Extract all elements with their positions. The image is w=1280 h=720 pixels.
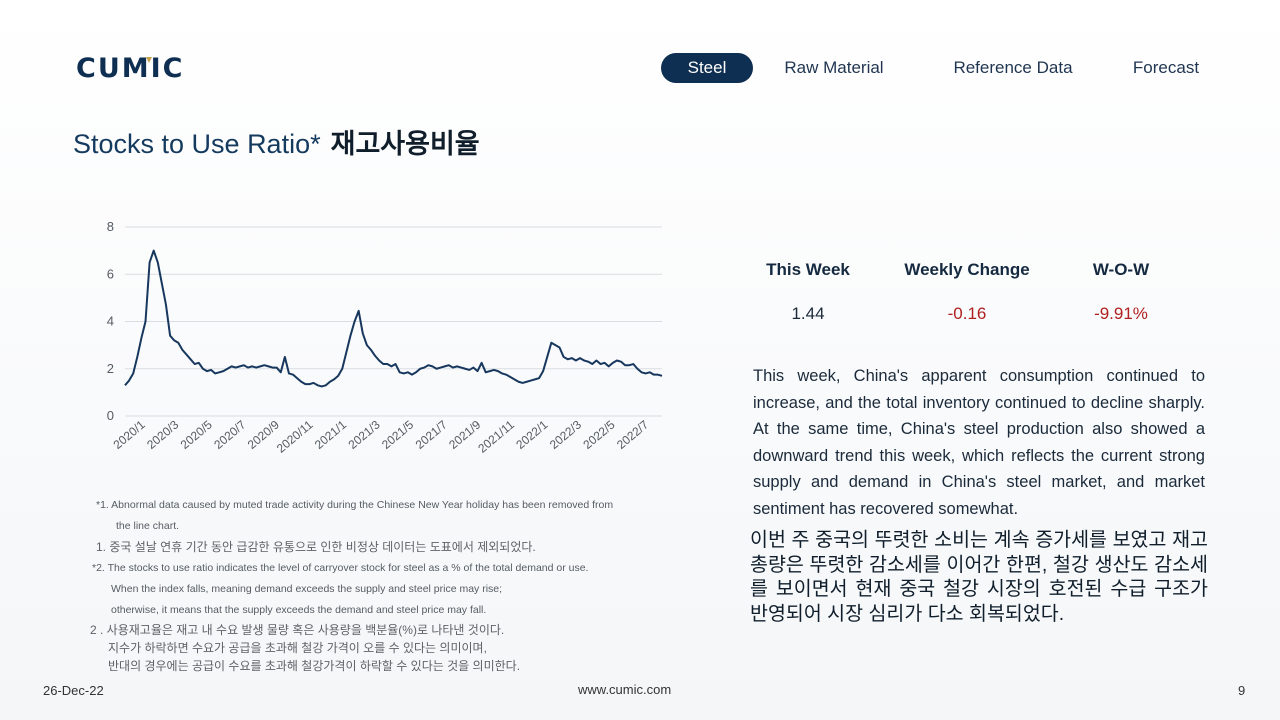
x-tick-label: 2022/5 [580, 417, 617, 452]
y-tick-label: 8 [107, 219, 114, 234]
stat-weekly-change-label: Weekly Change [904, 260, 1030, 279]
y-tick-label: 0 [107, 408, 114, 423]
description-kr: 이번 주 중국의 뚜렷한 소비는 계속 증가세를 보였고 재고총량은 뚜렷한 감… [750, 529, 1208, 625]
chart-footnotes: *1. Abnormal data caused by muted trade … [88, 495, 678, 675]
note-2-en-line-1: *2. The stocks to use ratio indicates th… [92, 562, 589, 574]
note-1-en-line-2: the line chart. [116, 520, 180, 532]
page-title-en: Stocks to Use Ratio* [73, 129, 321, 159]
note-2-en-line-2: When the index falls, meaning demand exc… [111, 583, 503, 595]
nav-tab-steel[interactable]: Steel [661, 53, 753, 83]
stat-this-week: This Week 1.44 [733, 256, 883, 328]
x-tick-label: 2021/7 [413, 417, 450, 452]
logo-accent-mark [146, 57, 152, 63]
x-tick-label: 2020/3 [144, 417, 181, 452]
note-1-kr: 1. 중국 설날 연휴 기간 동안 급감한 유통으로 인한 비정상 데이터는 도… [96, 540, 536, 554]
note-2-kr-line-3: 반대의 경우에는 공급이 수요를 초과해 철강가격이 하락할 수 있다는 것을 … [108, 659, 521, 673]
footer-date: 26-Dec-22 [43, 683, 104, 698]
y-tick-label: 6 [107, 266, 114, 281]
x-tick-label: 2020/1 [111, 417, 148, 452]
top-navigation: Steel Raw Material Reference Data Foreca… [0, 53, 1280, 83]
stat-weekly-change: Weekly Change -0.16 [892, 256, 1042, 328]
chart-x-ticks: 2020/12020/32020/52020/72020/92020/11202… [111, 417, 652, 455]
chart-y-ticks: 0 2 4 6 8 [107, 219, 114, 423]
stat-this-week-value: 1.44 [791, 304, 825, 323]
note-1-en-line-1: *1. Abnormal data caused by muted trade … [96, 499, 614, 511]
x-tick-label: 2020/11 [274, 417, 316, 455]
x-tick-label: 2022/3 [547, 417, 584, 452]
page-title: Stocks to Use Ratio* 재고사용비율 [73, 122, 480, 161]
description-en: This week, China's apparent consumption … [753, 367, 1205, 518]
logo-text: CUMIC [76, 54, 184, 80]
x-tick-label: 2021/1 [312, 417, 349, 452]
stat-this-week-label: This Week [766, 260, 850, 279]
x-tick-label: 2022/1 [513, 417, 550, 452]
stat-wow-label: W-O-W [1092, 260, 1150, 279]
note-2-kr-line-2: 지수가 하락하면 수요가 공급을 초과해 철강 가격이 오를 수 있다는 의미이… [108, 641, 487, 655]
stat-weekly-change-value: -0.16 [947, 304, 987, 323]
x-tick-label: 2020/5 [178, 417, 215, 452]
chart-gridlines [125, 226, 662, 417]
cumic-logo: CUMIC [76, 54, 184, 80]
x-tick-label: 2022/7 [614, 417, 651, 452]
chart-series-line [124, 249, 663, 388]
x-tick-label: 2021/11 [475, 417, 517, 455]
x-tick-label: 2021/5 [379, 417, 416, 452]
note-2-en-line-3: otherwise, it means that the supply exce… [111, 604, 487, 616]
footer-url[interactable]: www.cumic.com [578, 682, 672, 697]
nav-tab-reference-data[interactable]: Reference Data [953, 58, 1073, 77]
page-title-kr: 재고사용비율 [330, 129, 480, 159]
page-number: 9 [1238, 683, 1246, 698]
y-tick-label: 2 [107, 361, 114, 376]
x-tick-label: 2021/3 [346, 417, 383, 452]
x-tick-label: 2020/7 [211, 417, 248, 452]
stat-wow: W-O-W -9.91% [1046, 256, 1196, 328]
stocks-to-use-line-chart: 0 2 4 6 8 2020/12020/32020/52020/72020/92020… [107, 219, 663, 456]
nav-tab-raw-material[interactable]: Raw Material [784, 58, 884, 77]
note-2-kr-line-1: 2 . 사용재고율은 재고 내 수요 발생 물량 혹은 사용량을 백분율(%)로… [90, 623, 505, 637]
nav-tab-forecast[interactable]: Forecast [1132, 58, 1200, 77]
y-tick-label: 4 [107, 314, 114, 329]
stat-wow-value: -9.91% [1094, 304, 1148, 323]
